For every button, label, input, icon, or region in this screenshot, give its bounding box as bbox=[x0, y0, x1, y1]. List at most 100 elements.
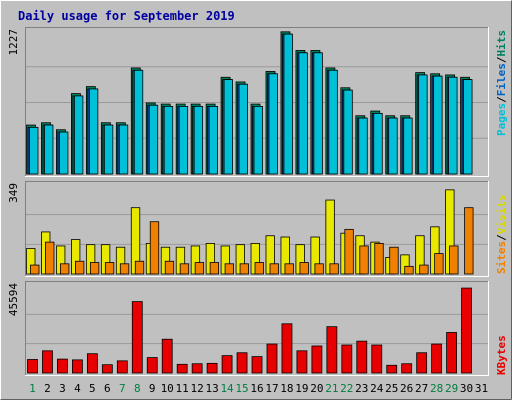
kbytes-bar bbox=[176, 363, 188, 374]
kbytes-bar bbox=[191, 363, 203, 374]
day-label: 2 bbox=[44, 382, 51, 395]
legend-separator: / bbox=[495, 234, 508, 241]
legend-kbytes: KBytes bbox=[495, 335, 508, 375]
day-label: 4 bbox=[74, 382, 81, 395]
pages-bar bbox=[208, 106, 219, 175]
pages-bar bbox=[29, 126, 39, 175]
pages-bar bbox=[253, 106, 263, 175]
pages-bar bbox=[59, 131, 69, 175]
day-label: 16 bbox=[250, 382, 263, 395]
sites-bar bbox=[104, 262, 115, 275]
day-label: 29 bbox=[445, 382, 458, 395]
day-label: 17 bbox=[265, 382, 278, 395]
sites-bar bbox=[75, 260, 85, 275]
pages-bar bbox=[163, 106, 174, 175]
sites-bar bbox=[60, 263, 70, 275]
sites-bar bbox=[149, 221, 160, 275]
sites-bar bbox=[119, 263, 130, 275]
sites-bar bbox=[434, 253, 444, 275]
sites-bar bbox=[254, 262, 264, 275]
sites-bar bbox=[179, 263, 190, 275]
sites-bar bbox=[404, 265, 414, 275]
pages-bar bbox=[148, 104, 159, 175]
pages-bar bbox=[448, 76, 458, 175]
kbytes-bar bbox=[27, 359, 38, 374]
day-label: 15 bbox=[235, 382, 248, 395]
day-label: 25 bbox=[385, 382, 398, 395]
legend-files: Files bbox=[495, 63, 508, 96]
pages-bar bbox=[88, 88, 99, 175]
pages-bar bbox=[283, 33, 293, 175]
legend-hits: Hits bbox=[495, 30, 508, 57]
y-axis-max-label: 349 bbox=[7, 183, 20, 203]
day-label: 28 bbox=[430, 382, 443, 395]
y-axis-max-label: 1227 bbox=[7, 29, 20, 56]
sites-bar bbox=[299, 262, 309, 275]
kbytes-bar bbox=[86, 353, 98, 374]
pages-bar bbox=[193, 106, 204, 175]
kbytes-bar bbox=[281, 323, 293, 374]
legend-sites: Sites bbox=[495, 241, 508, 274]
legend-pages: Pages bbox=[495, 103, 508, 136]
day-label: 24 bbox=[370, 382, 384, 395]
day-label: 31 bbox=[475, 382, 488, 395]
pages-bar bbox=[103, 124, 114, 175]
day-label: 7 bbox=[119, 382, 126, 395]
day-label: 21 bbox=[325, 382, 338, 395]
kbytes-bar bbox=[42, 350, 53, 374]
day-label: 13 bbox=[205, 382, 218, 395]
day-label: 26 bbox=[400, 382, 413, 395]
kbytes-bar bbox=[446, 332, 457, 374]
sites-bar bbox=[209, 262, 220, 275]
kbytes-bar bbox=[296, 350, 308, 374]
y-axis-max-label: 45594 bbox=[7, 283, 20, 316]
kbytes-bar bbox=[341, 344, 353, 374]
kbytes-bar bbox=[461, 287, 472, 374]
sites-bar bbox=[314, 263, 324, 275]
pages-bar bbox=[403, 117, 413, 175]
kbytes-bar bbox=[401, 363, 413, 374]
kbytes-bar bbox=[326, 326, 338, 374]
sites-bar bbox=[30, 264, 40, 275]
sites-bar bbox=[269, 263, 279, 275]
day-label: 5 bbox=[89, 382, 96, 395]
day-label: 8 bbox=[134, 382, 141, 395]
sites-bar bbox=[464, 207, 474, 275]
kbytes-bar bbox=[161, 338, 173, 374]
kbytes-bar bbox=[131, 301, 143, 374]
sites-bar bbox=[164, 260, 175, 275]
kbytes-bar bbox=[116, 360, 128, 374]
day-label: 10 bbox=[161, 382, 174, 395]
legend-visits: Visits bbox=[495, 195, 508, 235]
sites-bar bbox=[359, 245, 369, 275]
chart-title: Daily usage for September 2019 bbox=[18, 9, 235, 23]
pages-bar bbox=[118, 124, 129, 175]
day-label: 19 bbox=[295, 382, 308, 395]
day-label: 14 bbox=[220, 382, 234, 395]
kbytes-bar bbox=[221, 355, 233, 374]
pages-bar bbox=[298, 52, 308, 175]
pages-bar bbox=[44, 124, 54, 175]
kbytes-bar bbox=[72, 359, 83, 374]
sites-bar bbox=[224, 263, 234, 275]
kbytes-bar bbox=[371, 344, 383, 374]
sites-bar bbox=[389, 246, 399, 275]
sites-bar bbox=[329, 263, 339, 275]
sites-bar bbox=[45, 241, 55, 275]
legend-separator: / bbox=[495, 56, 508, 63]
day-label: 22 bbox=[340, 382, 353, 395]
kbytes-bar bbox=[266, 343, 278, 374]
pages-bar bbox=[418, 74, 428, 175]
kbytes-bar bbox=[416, 352, 428, 374]
sites-bar bbox=[134, 260, 145, 275]
pages-bar bbox=[74, 95, 84, 175]
day-label: 12 bbox=[191, 382, 204, 395]
pages-bar bbox=[343, 89, 353, 175]
pages-bar bbox=[178, 106, 189, 175]
day-label: 11 bbox=[176, 382, 189, 395]
day-label: 30 bbox=[460, 382, 473, 395]
pages-bar bbox=[433, 75, 443, 175]
pages-bar bbox=[223, 79, 233, 175]
sites-bar bbox=[89, 262, 100, 275]
